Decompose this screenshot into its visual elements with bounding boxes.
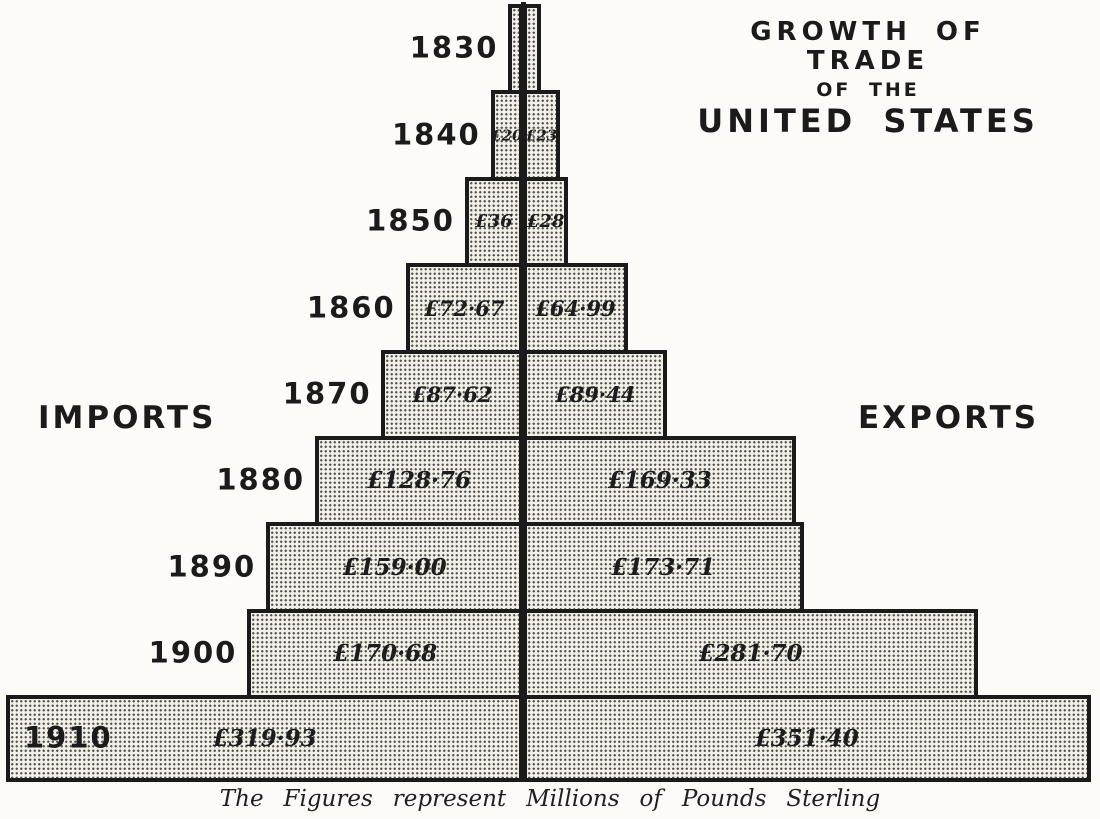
page-title: GROWTH OF TRADE OF THE UNITED STATES <box>688 18 1048 139</box>
imports-value-1880: £128·76 <box>367 466 472 494</box>
exports-value-1870: £89·44 <box>555 382 636 407</box>
title-line-1: GROWTH OF TRADE <box>750 17 986 76</box>
year-label-1880: 1880 <box>216 462 306 497</box>
imports-value-1870: £87·62 <box>412 382 493 407</box>
imports-value-1860: £72·67 <box>424 295 505 321</box>
year-label-1910: 1910 <box>24 720 113 755</box>
imports-bar-1900 <box>247 609 523 699</box>
exports-bar-1910 <box>523 695 1091 782</box>
year-label-1900: 1900 <box>148 635 238 670</box>
exports-value-1910: £351·40 <box>754 724 859 752</box>
center-axis-line <box>521 2 526 782</box>
imports-bar-1840 <box>490 90 523 181</box>
imports-value-1900: £170·68 <box>333 639 438 667</box>
exports-bar-1840 <box>523 90 561 181</box>
exports-value-1840: £23 <box>525 126 558 145</box>
imports-value-1850: £36 <box>475 211 513 233</box>
exports-value-1850: £28 <box>526 211 565 233</box>
year-label-1840: 1840 <box>391 117 481 152</box>
exports-value-1880: £169·33 <box>607 466 712 494</box>
exports-value-1860: £64·99 <box>535 295 616 321</box>
imports-bar-1870 <box>381 350 523 440</box>
exports-bar-1860 <box>523 263 628 354</box>
imports-bar-1890 <box>266 522 523 613</box>
imports-bar-1910 <box>6 695 523 782</box>
exports-label: EXPORTS <box>858 400 1040 436</box>
chart-caption: The Figures represent Millions of Pounds… <box>219 786 881 812</box>
exports-bar-1850 <box>523 177 569 267</box>
title-line-3: UNITED STATES <box>697 102 1039 141</box>
imports-bar-1850 <box>464 177 523 267</box>
year-label-1870: 1870 <box>282 376 372 411</box>
year-label-1890: 1890 <box>167 549 257 584</box>
imports-value-1910: £319·93 <box>212 724 317 752</box>
imports-value-1890: £159·00 <box>342 553 447 581</box>
title-line-2: OF THE <box>816 79 920 102</box>
exports-value-1890: £173·71 <box>611 553 716 581</box>
year-label-1860: 1860 <box>306 290 396 325</box>
year-label-1830: 1830 <box>409 30 499 65</box>
imports-value-1840: £20 <box>491 126 523 145</box>
imports-label: IMPORTS <box>38 400 217 436</box>
exports-bar-1890 <box>523 522 804 613</box>
year-label-1850: 1850 <box>366 203 455 238</box>
exports-value-1900: £281·70 <box>698 639 803 667</box>
